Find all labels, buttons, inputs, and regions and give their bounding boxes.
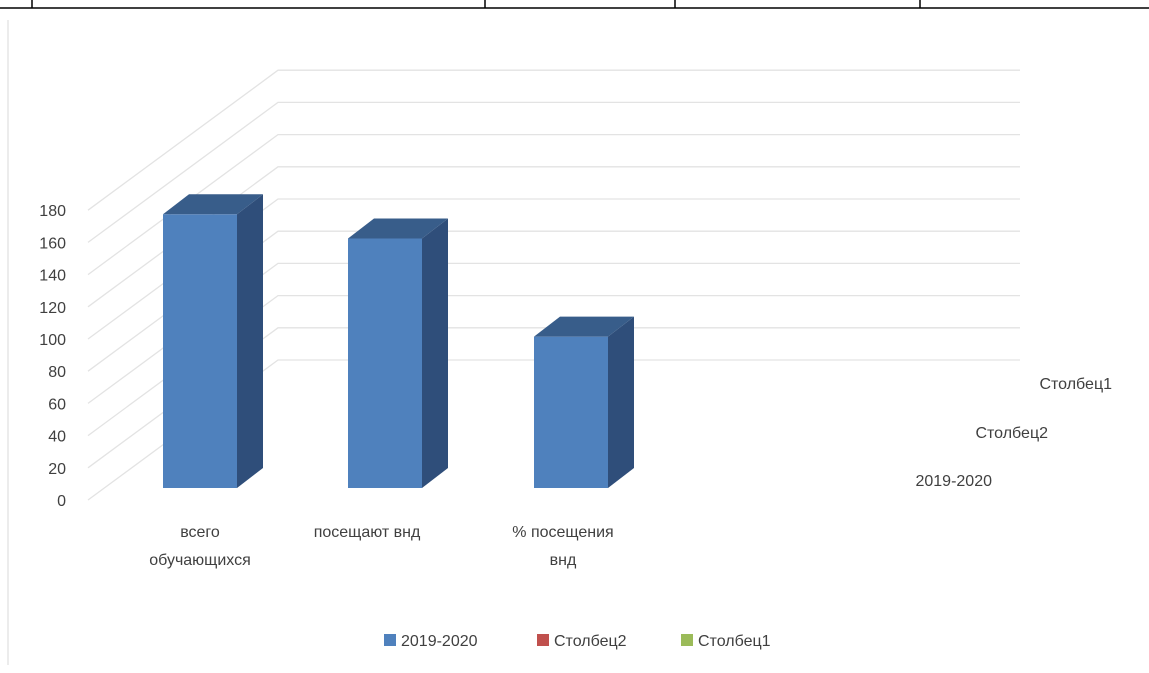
bar: [534, 336, 608, 488]
bars: [163, 194, 634, 489]
category-label: внд: [550, 552, 577, 569]
gridline: [87, 359, 1020, 501]
bar-side: [422, 218, 448, 488]
gridline: [87, 166, 1020, 308]
y-tick-label: 0: [57, 493, 66, 510]
bar: [163, 214, 237, 489]
y-tick-label: 40: [48, 429, 66, 446]
gridline: [87, 198, 1020, 340]
depth-axis-label: Столбец2: [975, 425, 1048, 442]
legend-entry: 2019-2020: [401, 633, 478, 650]
legend-swatch: [681, 634, 693, 646]
depth-axis-labels: Столбец1 Столбец2 2019-2020: [915, 376, 1112, 490]
bar-top: [163, 194, 263, 215]
legend-entry: Столбец2: [554, 633, 627, 650]
category-label: % посещения: [512, 524, 613, 541]
y-tick-label: 180: [39, 203, 66, 220]
y-tick-label: 140: [39, 268, 66, 285]
y-tick-label: 160: [39, 235, 66, 252]
category-label: обучающихся: [149, 552, 251, 569]
gridline: [87, 133, 1020, 276]
category-label: всего: [180, 524, 220, 541]
y-tick-label: 20: [48, 461, 66, 478]
category-label: посещают внд: [314, 524, 421, 541]
category-labels: всего обучающихся посещают внд % посещения в…: [149, 524, 613, 569]
bar-side: [237, 194, 263, 489]
legend-swatch: [384, 634, 396, 646]
bar-side: [608, 316, 634, 488]
gridline: [87, 262, 1020, 404]
gridlines: [87, 69, 1020, 501]
gridline: [87, 69, 1020, 211]
gridline: [87, 327, 1020, 469]
gridline: [87, 294, 1020, 437]
y-tick-label: 80: [48, 364, 66, 381]
y-tick-label: 120: [39, 300, 66, 317]
y-axis-ticks: 0 20 40 60 80 100 120 140 160 180: [39, 203, 66, 510]
bar-top: [534, 316, 634, 337]
legend-swatch: [537, 634, 549, 646]
y-tick-label: 100: [39, 332, 66, 349]
gridline: [87, 230, 1020, 372]
bar: [348, 238, 422, 488]
legend-entry: Столбец1: [698, 633, 771, 650]
gridline: [87, 101, 1020, 243]
bar-top: [348, 218, 448, 239]
legend: 2019-2020 Столбец2 Столбец1: [384, 633, 771, 650]
depth-axis-label: 2019-2020: [915, 473, 992, 490]
depth-axis-label: Столбец1: [1039, 376, 1112, 393]
y-tick-label: 60: [48, 396, 66, 413]
